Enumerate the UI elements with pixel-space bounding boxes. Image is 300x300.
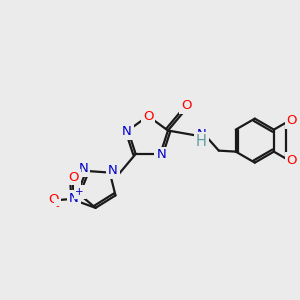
Text: O: O — [287, 114, 297, 127]
Text: O: O — [143, 110, 153, 122]
Text: N: N — [157, 148, 166, 161]
Text: -: - — [56, 201, 60, 211]
Text: N: N — [122, 125, 132, 138]
Text: +: + — [75, 187, 84, 197]
Text: O: O — [182, 99, 192, 112]
Text: N: N — [79, 162, 88, 176]
Text: N: N — [196, 128, 206, 141]
Text: H: H — [196, 134, 207, 149]
Text: N: N — [108, 164, 118, 177]
Text: O: O — [287, 154, 297, 167]
Text: O: O — [49, 193, 59, 206]
Text: O: O — [68, 170, 79, 184]
Text: N: N — [69, 191, 79, 205]
